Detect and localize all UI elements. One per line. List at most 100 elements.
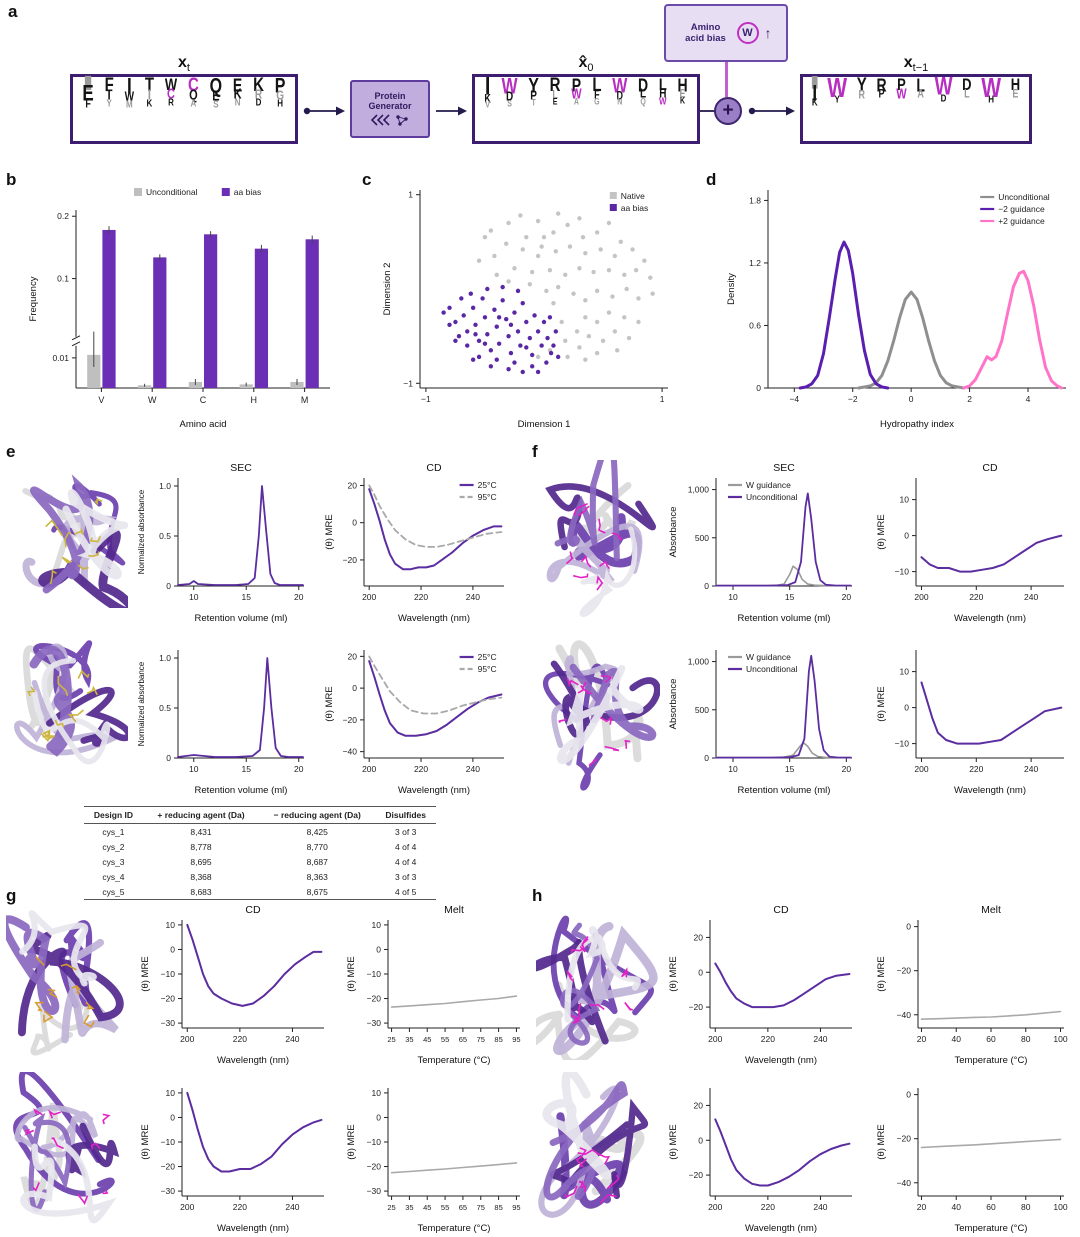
chart-h-cd-1-svg: CD 200 220 240 −20 0 20 Wavelength (nm) (θ) MRE: [668, 904, 852, 1066]
chart-h-melt-2-svg: 20 40 60 80 100 −40 −20 0 Temperature (°C) (θ) MR…: [876, 1088, 1068, 1234]
chart-e-cd-1-svg: CD 200 220 240 −20 0 20 Wavelength (nm) (θ) MRE 2…: [324, 462, 504, 624]
svg-text:15: 15: [242, 592, 252, 602]
protein-structure-image: [6, 468, 138, 618]
svg-text:Unconditional: Unconditional: [746, 664, 798, 674]
svg-text:10: 10: [728, 764, 738, 774]
svg-text:SEC: SEC: [230, 462, 252, 474]
svg-text:(θ) MRE: (θ) MRE: [876, 686, 887, 721]
svg-text:45: 45: [423, 1203, 431, 1212]
svg-text:20: 20: [842, 764, 852, 774]
table-cell: cys_4: [102, 871, 125, 882]
table-row: cys_3 8,695 8,687 4 of 4: [84, 854, 436, 869]
svg-text:10: 10: [900, 667, 910, 677]
table-cell: 8,778: [190, 841, 212, 852]
svg-text:(θ) MRE: (θ) MRE: [668, 1124, 679, 1159]
svg-text:−20: −20: [343, 715, 358, 725]
svg-text:(θ) MRE: (θ) MRE: [140, 956, 151, 991]
svg-text:1,000: 1,000: [688, 657, 710, 667]
svg-text:0: 0: [376, 1112, 381, 1122]
logo-title-xt1: xt−1: [800, 54, 1032, 74]
svg-text:−20: −20: [367, 1162, 382, 1172]
dot-arrow-connector: [748, 106, 795, 116]
protein-structure-image: [0, 904, 132, 1060]
bias-connector-line: [725, 62, 728, 97]
svg-text:−30: −30: [161, 1186, 176, 1196]
svg-text:10: 10: [189, 592, 199, 602]
svg-text:0: 0: [704, 581, 709, 591]
svg-text:2: 2: [967, 394, 972, 404]
svg-text:60: 60: [986, 1034, 996, 1044]
svg-text:Normalized absorbance: Normalized absorbance: [137, 489, 146, 574]
dot-arrow-connector: [303, 106, 345, 116]
amino-acid-bias-label: Amino acid bias: [685, 21, 726, 44]
panel-label-e: e: [6, 442, 16, 461]
svg-text:220: 220: [969, 764, 983, 774]
protein-ribbon-svg: [545, 436, 656, 617]
svg-text:Absorbance: Absorbance: [668, 679, 679, 730]
svg-text:−10: −10: [895, 739, 910, 749]
cd-spectrum: CD 200 220 240 −30 −20 −10 0 10 Wavelength (nm) (θ…: [136, 900, 332, 1068]
table-cell: cys_3: [102, 856, 125, 867]
logo-title-xt: xt: [70, 54, 298, 74]
svg-text:−1: −1: [403, 378, 413, 388]
svg-text:25°C: 25°C: [478, 480, 497, 490]
svg-text:10: 10: [189, 764, 199, 774]
svg-text:W guidance: W guidance: [746, 480, 791, 490]
svg-text:CD: CD: [245, 904, 261, 916]
svg-text:Wavelength (nm): Wavelength (nm): [217, 1055, 289, 1066]
svg-text:aa bias: aa bias: [234, 187, 261, 197]
table-cell: 8,368: [190, 871, 212, 882]
protein-structure-image: [520, 904, 658, 1066]
svg-text:240: 240: [466, 592, 480, 602]
logo-column: █ E F: [82, 76, 94, 111]
svg-text:0.6: 0.6: [749, 320, 761, 330]
protein-ribbon-svg: [13, 1068, 120, 1224]
logo-title-main: x̂: [578, 54, 588, 71]
logo-title-main: x: [178, 54, 187, 71]
svg-text:−2 guidance: −2 guidance: [998, 204, 1045, 214]
density-plot-hydropathy: −4 −2 0 2 4 0 0.6 1.2 1.8 Hydropathy index Density…: [722, 180, 1074, 432]
chart-c-svg: −1 1 −1 1 Dimension 1 Dimension 2 Native aa bia…: [382, 190, 668, 430]
sec-chromatogram: SEC 10 15 20 0 500 1,000 Retention volume (ml) A…: [664, 458, 860, 626]
svg-text:20: 20: [842, 592, 852, 602]
svg-text:Melt: Melt: [444, 904, 464, 916]
svg-text:W: W: [148, 395, 157, 405]
svg-text:25: 25: [387, 1035, 395, 1044]
cd-spectrum: CD 200 220 240 −20 0 20 Wavelength (nm) (θ) MRE 2…: [320, 458, 512, 626]
protein-generator-label: Protein Generator: [368, 90, 412, 111]
table-row: cys_1 8,431 8,425 3 of 3: [84, 824, 436, 840]
svg-text:55: 55: [441, 1035, 449, 1044]
svg-text:M: M: [301, 395, 309, 405]
svg-text:Wavelength (nm): Wavelength (nm): [954, 785, 1026, 796]
svg-text:20: 20: [348, 480, 358, 490]
svg-text:−20: −20: [897, 966, 912, 976]
svg-text:500: 500: [695, 533, 709, 543]
svg-text:−40: −40: [897, 1010, 912, 1020]
chart-d-svg: −4 −2 0 2 4 0 0.6 1.2 1.8 Hydropathy index Density…: [726, 190, 1066, 430]
svg-text:240: 240: [285, 1034, 299, 1044]
svg-text:−2: −2: [848, 394, 858, 404]
table-header-cell: + reducing agent (Da): [142, 806, 260, 824]
logo-title-sub: t: [186, 62, 190, 75]
svg-text:65: 65: [459, 1203, 467, 1212]
table-cell: 4 of 4: [395, 841, 417, 852]
svg-text:240: 240: [466, 764, 480, 774]
svg-text:−30: −30: [367, 1018, 382, 1028]
svg-text:Dimension 1: Dimension 1: [518, 419, 571, 430]
svg-text:20: 20: [917, 1034, 927, 1044]
svg-text:220: 220: [233, 1202, 247, 1212]
svg-text:(θ) MRE: (θ) MRE: [346, 956, 357, 991]
svg-text:1: 1: [660, 394, 665, 404]
protein-generator-box: Protein Generator: [350, 80, 430, 138]
